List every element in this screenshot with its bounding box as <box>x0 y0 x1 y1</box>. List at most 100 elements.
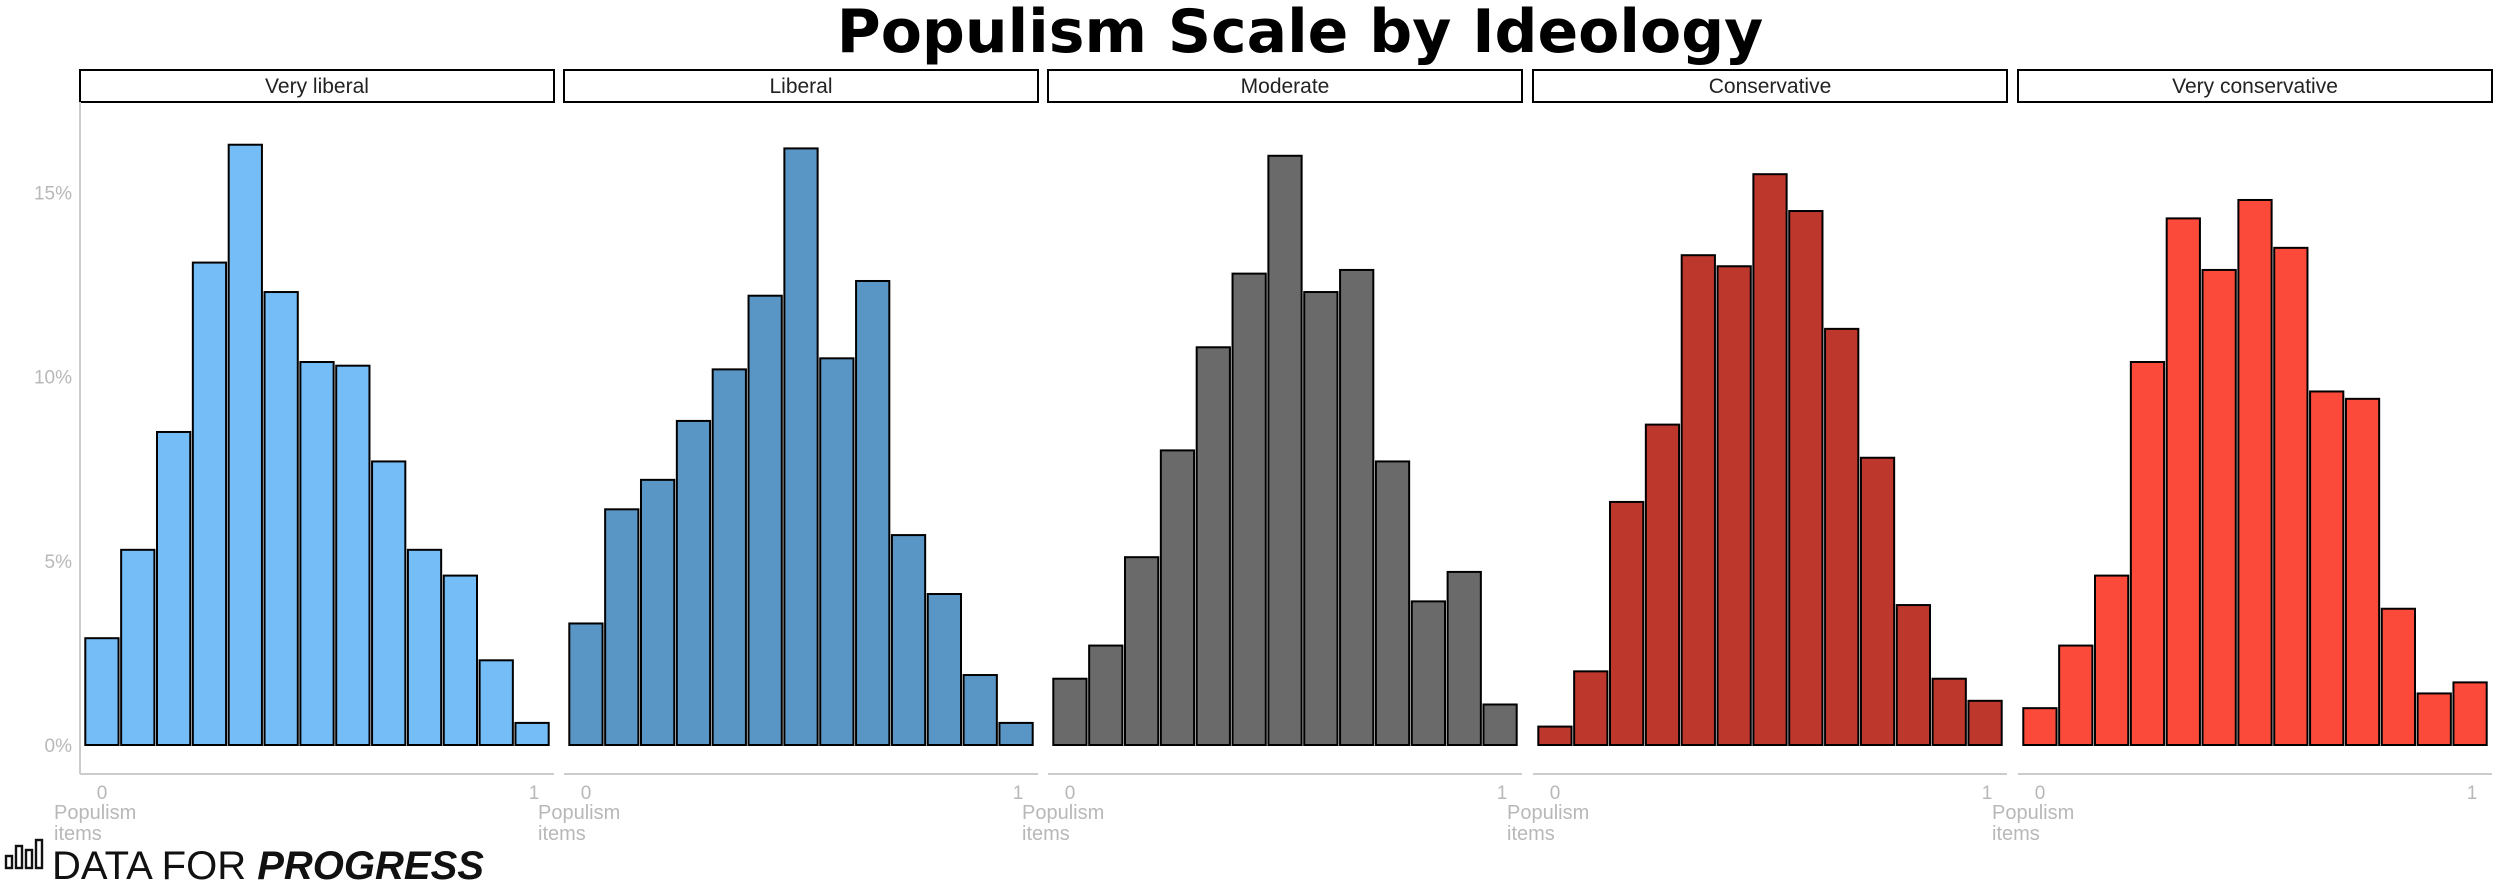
bar <box>1537 725 1573 747</box>
bar <box>155 430 192 746</box>
bar <box>1716 265 1752 746</box>
x-axis-title-line: Populism <box>1022 802 1104 824</box>
x-axis-title-line: items <box>1992 823 2040 845</box>
bar <box>639 478 676 746</box>
bar <box>1895 604 1932 746</box>
bar <box>604 508 640 746</box>
x-tick-label: 1 <box>1497 783 1508 804</box>
y-axis: 0% 5% 10% 15% <box>34 102 81 774</box>
bar <box>514 721 550 746</box>
facet-panel: Moderate 0 1 Populism items <box>1022 69 1523 845</box>
bar <box>926 593 963 746</box>
bar <box>2273 246 2309 747</box>
bar <box>1931 677 1967 747</box>
x-axis-title-line: Populism <box>1992 802 2074 824</box>
x-axis-title: Populism items <box>1022 802 1104 845</box>
x-axis-title: Populism items <box>1507 802 1589 845</box>
x-axis-title: Populism items <box>54 802 136 845</box>
x-tick-label: 0 <box>581 783 592 804</box>
bar <box>675 419 712 746</box>
bar <box>2237 198 2273 747</box>
bar <box>1088 644 1124 746</box>
bar <box>855 279 891 746</box>
brand-logo: DATA FOR PROGRESS <box>4 838 484 880</box>
bar <box>998 721 1034 746</box>
bar <box>263 291 299 746</box>
bar <box>2344 397 2381 746</box>
y-tick-label: 10% <box>34 368 72 389</box>
bar <box>962 674 998 747</box>
y-tick-label: 0% <box>45 736 73 757</box>
y-tick-label: 5% <box>45 552 73 573</box>
x-axis-title-line: items <box>538 823 586 845</box>
x-axis-title-line: Populism <box>1507 802 1589 824</box>
bar <box>1573 670 1609 746</box>
bar <box>442 574 479 747</box>
brand-bold: PROGRESS <box>257 844 484 880</box>
bar-chart-logo-icon <box>4 838 44 870</box>
brand-regular: DATA FOR <box>52 844 257 880</box>
bar <box>1231 272 1267 746</box>
bar <box>1482 703 1518 747</box>
x-tick-label: 0 <box>97 783 108 804</box>
bar <box>1859 456 1896 746</box>
bar <box>890 534 927 747</box>
x-axis-title-line: items <box>54 823 102 845</box>
chart-title: Populism Scale by Ideology <box>837 0 1764 67</box>
bar <box>406 548 443 747</box>
bar <box>371 460 407 746</box>
bar <box>120 548 156 747</box>
facet-strip <box>1532 69 2008 103</box>
bar <box>2022 707 2058 746</box>
x-tick-label: 1 <box>1013 783 1024 804</box>
bar <box>2093 574 2130 747</box>
facet-strip-label: Liberal <box>769 75 832 98</box>
bar <box>1644 423 1681 746</box>
x-tick-label: 1 <box>2467 783 2478 804</box>
bar <box>227 143 263 747</box>
facet-strip <box>79 69 555 103</box>
bar <box>1303 291 1339 746</box>
bar <box>191 261 228 746</box>
bar <box>1446 570 1482 746</box>
bar <box>2452 681 2488 746</box>
bar <box>2309 390 2345 746</box>
x-tick-label: 0 <box>2035 783 2046 804</box>
bar <box>1824 327 1860 746</box>
x-tick-label: 1 <box>529 783 540 804</box>
bar <box>1680 254 1716 746</box>
bar <box>84 637 120 747</box>
brand-name: DATA FOR PROGRESS <box>52 844 484 880</box>
facet-strip <box>563 69 1039 103</box>
x-axis-title-line: items <box>1507 823 1555 845</box>
bar <box>1159 449 1196 746</box>
bar <box>2058 644 2094 746</box>
bar <box>2380 607 2417 746</box>
facet-panel: Conservative 0 1 Populism items <box>1507 69 2008 845</box>
x-tick-label: 1 <box>1982 783 1993 804</box>
bar <box>1967 699 2003 747</box>
x-axis-title-line: Populism <box>538 802 620 824</box>
bar <box>1123 556 1160 746</box>
y-tick-label: 15% <box>34 184 72 205</box>
bar <box>1410 600 1447 747</box>
facet-panel: Very conservative 0 1 Populism items <box>1992 69 2493 845</box>
bar <box>711 368 747 746</box>
bar <box>2129 361 2166 746</box>
x-axis-title: Populism items <box>1992 802 2074 845</box>
bar <box>1788 210 1824 747</box>
facet-strip-label: Very liberal <box>265 75 369 98</box>
bar <box>299 361 335 746</box>
bar <box>1267 154 1303 746</box>
bar <box>1052 677 1088 747</box>
bar <box>335 364 371 746</box>
x-tick-label: 0 <box>1065 783 1076 804</box>
bar <box>783 147 819 747</box>
bar <box>1374 460 1411 746</box>
facet-strip <box>2017 69 2493 103</box>
facet-strip-label: Moderate <box>1241 75 1330 98</box>
facet-strip <box>1047 69 1523 103</box>
bar <box>478 659 514 746</box>
